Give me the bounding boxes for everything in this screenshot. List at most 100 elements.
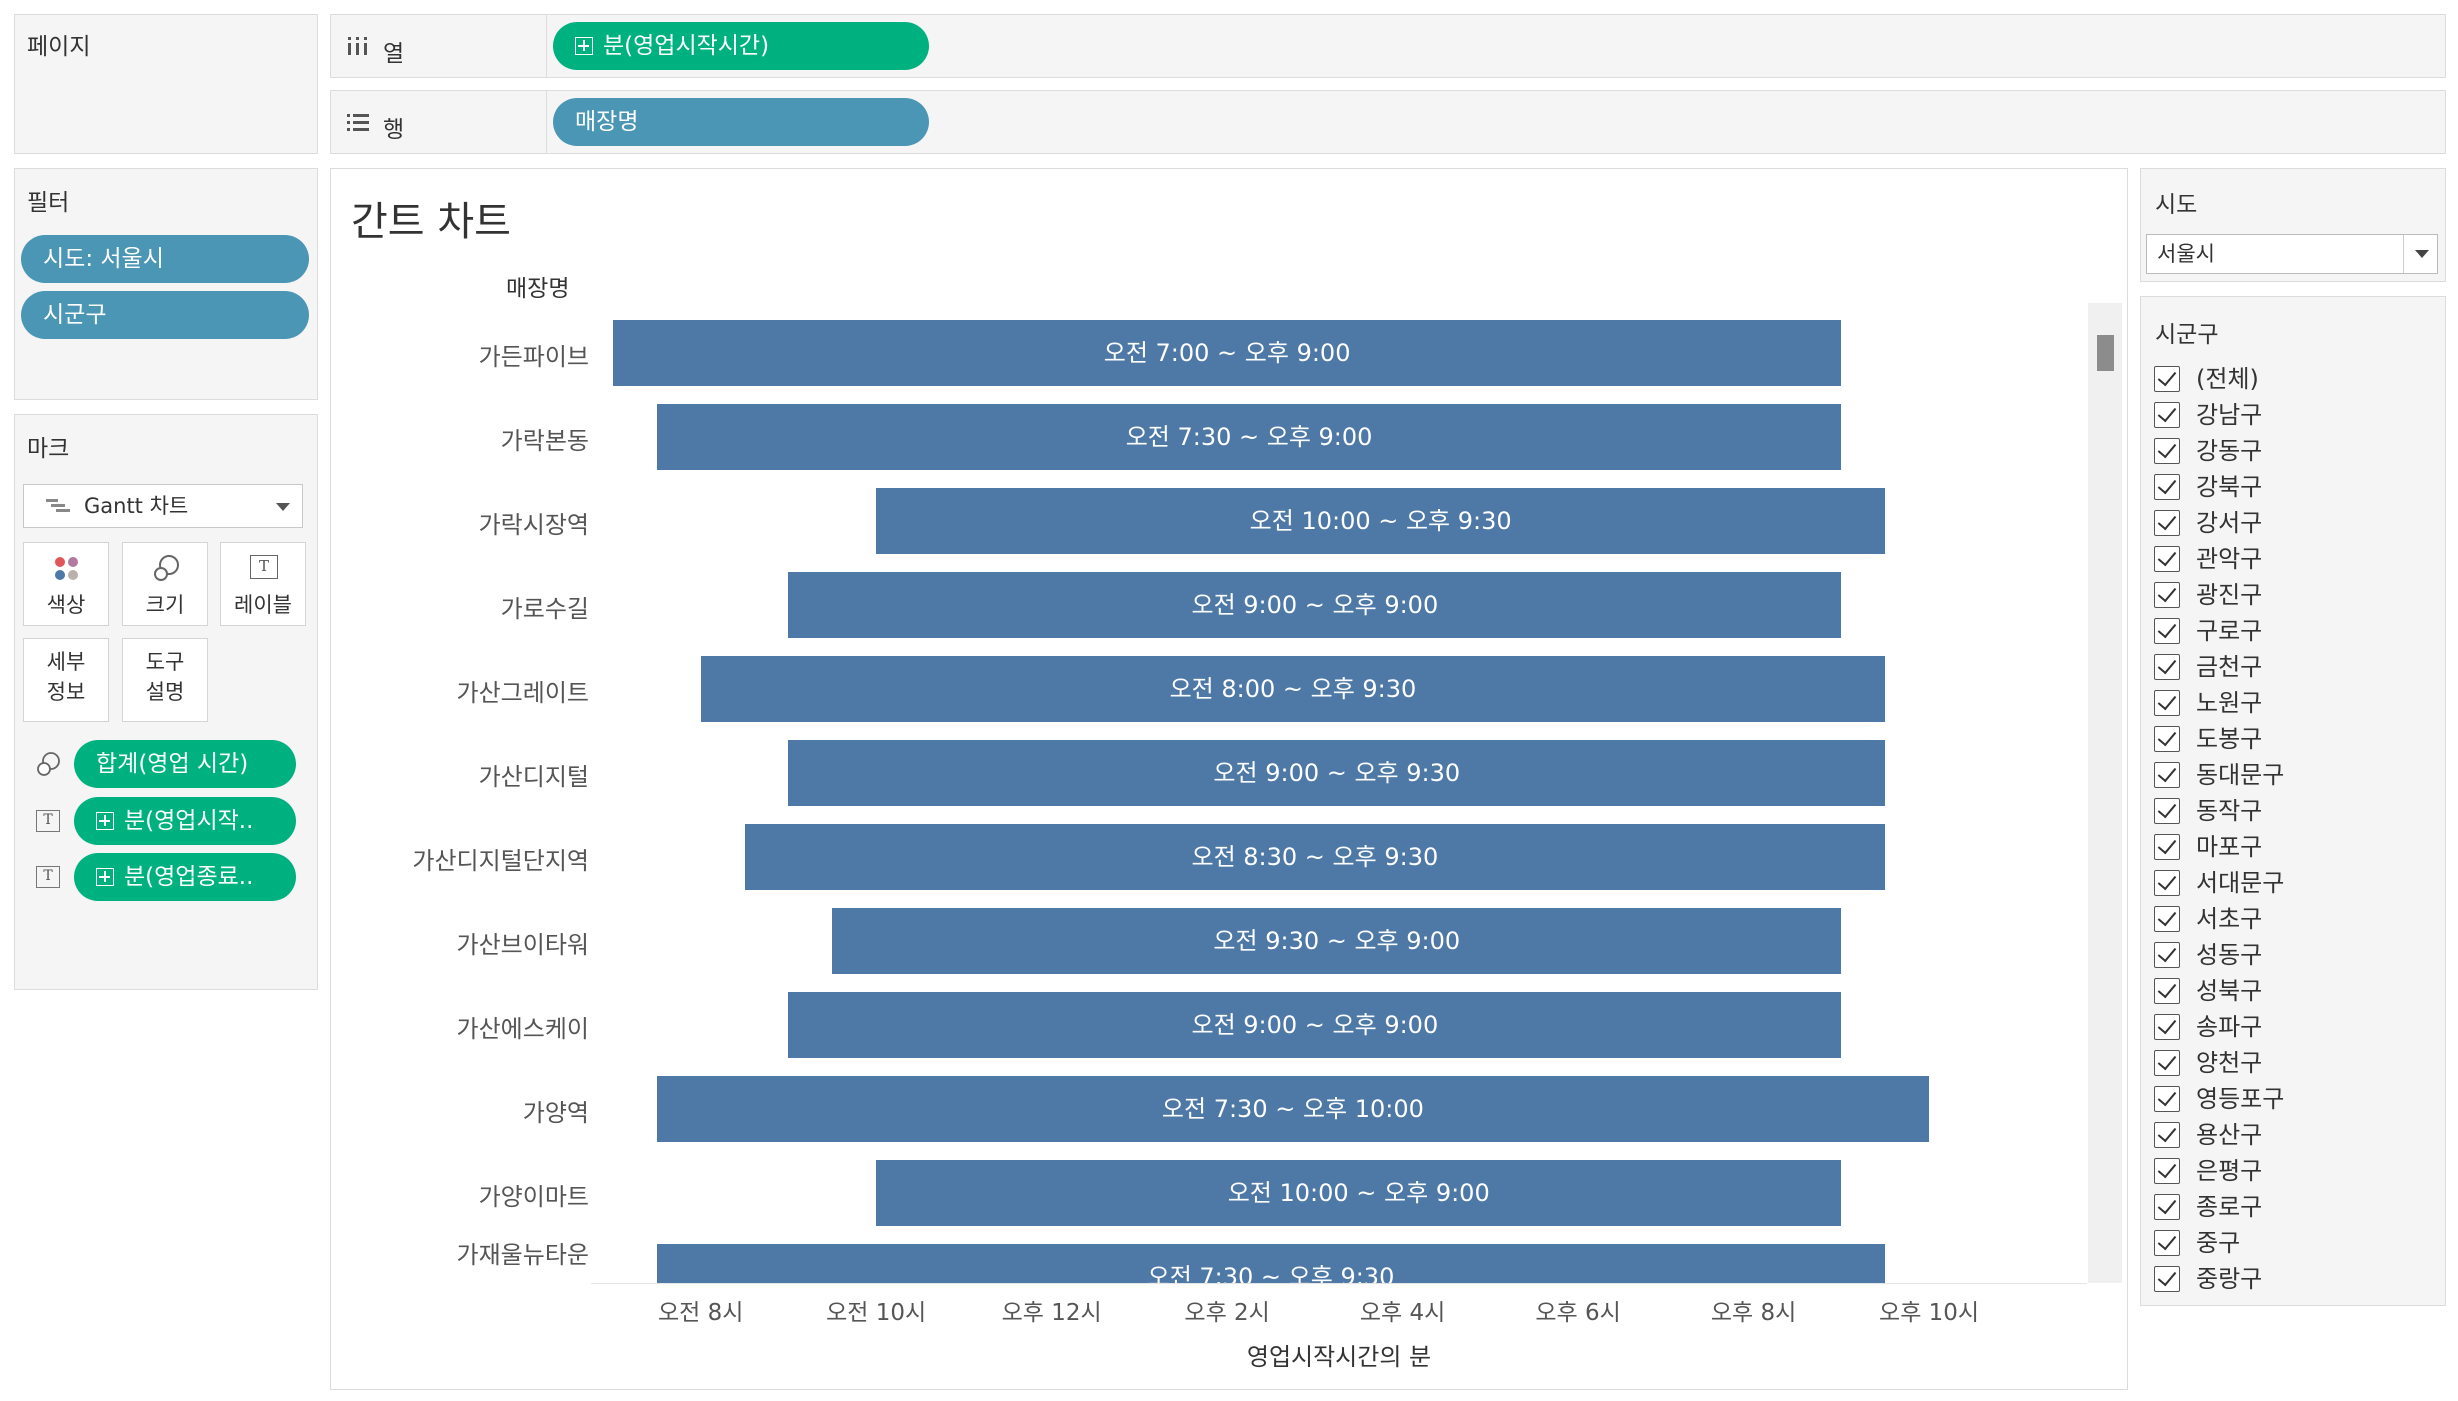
- checkbox-checked-icon[interactable]: [2154, 618, 2180, 644]
- marks-field-start-time[interactable]: 분(영업시작..: [74, 797, 296, 845]
- checkbox-label: 서대문구: [2196, 869, 2285, 897]
- sigungu-checkbox-item[interactable]: 강북구: [2154, 470, 2262, 504]
- vertical-scrollbar[interactable]: [2088, 303, 2122, 1283]
- label-button-label: 레이블: [234, 593, 292, 617]
- columns-pill[interactable]: 분(영업시작시간): [553, 22, 929, 70]
- sigungu-checkbox-item[interactable]: 은평구: [2154, 1154, 2262, 1188]
- sigungu-checkbox-item[interactable]: 강남구: [2154, 398, 2262, 432]
- checkbox-checked-icon[interactable]: [2154, 366, 2180, 392]
- checkbox-checked-icon[interactable]: [2154, 870, 2180, 896]
- sigungu-checkbox-item[interactable]: 마포구: [2154, 830, 2262, 864]
- gantt-bar[interactable]: 오전 9:00 ~ 오후 9:30: [788, 740, 1886, 806]
- gantt-bar[interactable]: 오전 9:00 ~ 오후 9:00: [788, 992, 1842, 1058]
- gantt-bar[interactable]: 오전 8:00 ~ 오후 9:30: [700, 656, 1886, 722]
- checkbox-checked-icon[interactable]: [2154, 1086, 2180, 1112]
- checkbox-checked-icon[interactable]: [2154, 762, 2180, 788]
- gantt-bar[interactable]: 오전 7:00 ~ 오후 9:00: [612, 320, 1842, 386]
- sigungu-checkbox-item[interactable]: 중랑구: [2154, 1262, 2262, 1296]
- sido-select[interactable]: 서울시: [2146, 234, 2438, 274]
- sigungu-checkbox-item[interactable]: 금천구: [2154, 650, 2262, 684]
- size-button[interactable]: 크기: [122, 542, 208, 626]
- sigungu-checkbox-item[interactable]: 성북구: [2154, 974, 2262, 1008]
- checkbox-checked-icon[interactable]: [2154, 978, 2180, 1004]
- detail-button[interactable]: 세부 정보: [23, 638, 109, 722]
- sigungu-checkbox-item[interactable]: 송파구: [2154, 1010, 2262, 1044]
- sigungu-checkbox-item[interactable]: 구로구: [2154, 614, 2262, 648]
- sigungu-checkbox-item[interactable]: 광진구: [2154, 578, 2262, 612]
- rows-shelf[interactable]: 행 매장명: [330, 90, 2446, 154]
- color-button[interactable]: 색상: [23, 542, 109, 626]
- sigungu-checkbox-item[interactable]: 용산구: [2154, 1118, 2262, 1152]
- checkbox-checked-icon[interactable]: [2154, 1014, 2180, 1040]
- filter-pill-sido[interactable]: 시도: 서울시: [21, 235, 309, 283]
- gantt-bar[interactable]: 오전 7:30 ~ 오후 9:00: [656, 404, 1842, 470]
- expand-icon: [575, 37, 593, 55]
- tooltip-line-1: 도구: [145, 650, 185, 674]
- gantt-bar[interactable]: 오전 10:00 ~ 오후 9:30: [876, 488, 1886, 554]
- checkbox-label: 동작구: [2196, 797, 2263, 825]
- checkbox-checked-icon[interactable]: [2154, 1158, 2180, 1184]
- sigungu-checkbox-item[interactable]: 강서구: [2154, 506, 2262, 540]
- gantt-bar[interactable]: 오전 10:00 ~ 오후 9:00: [876, 1160, 1842, 1226]
- checkbox-checked-icon[interactable]: [2154, 438, 2180, 464]
- sigungu-checkbox-item[interactable]: 서대문구: [2154, 866, 2284, 900]
- gantt-bar[interactable]: 오전 8:30 ~ 오후 9:30: [744, 824, 1886, 890]
- checkbox-label: 강서구: [2196, 509, 2263, 537]
- sigungu-checkbox-item[interactable]: 동작구: [2154, 794, 2262, 828]
- sigungu-checkbox-item[interactable]: 동대문구: [2154, 758, 2284, 792]
- checkbox-checked-icon[interactable]: [2154, 1230, 2180, 1256]
- marks-field-end-time[interactable]: 분(영업종료..: [74, 853, 296, 901]
- sigungu-checkbox-item[interactable]: 관악구: [2154, 542, 2262, 576]
- checkbox-checked-icon[interactable]: [2154, 402, 2180, 428]
- checkbox-checked-icon[interactable]: [2154, 798, 2180, 824]
- sigungu-checkbox-item[interactable]: 영등포구: [2154, 1082, 2284, 1116]
- sigungu-checkbox-item[interactable]: 종로구: [2154, 1190, 2262, 1224]
- rows-pill[interactable]: 매장명: [553, 98, 929, 146]
- checkbox-checked-icon[interactable]: [2154, 906, 2180, 932]
- gantt-icon: [46, 499, 70, 513]
- mark-type-dropdown[interactable]: Gantt 차트: [23, 484, 303, 528]
- marks-field-sum-hours[interactable]: 합계(영업 시간): [74, 740, 296, 788]
- checkbox-checked-icon[interactable]: [2154, 690, 2180, 716]
- checkbox-checked-icon[interactable]: [2154, 582, 2180, 608]
- text-label-icon: T: [36, 866, 60, 888]
- sigungu-checkbox-item[interactable]: 도봉구: [2154, 722, 2262, 756]
- sigungu-checkbox-item[interactable]: 서초구: [2154, 902, 2262, 936]
- checkbox-checked-icon[interactable]: [2154, 726, 2180, 752]
- checkbox-checked-icon[interactable]: [2154, 474, 2180, 500]
- gantt-bar[interactable]: 오전 9:00 ~ 오후 9:00: [788, 572, 1842, 638]
- checkbox-checked-icon[interactable]: [2154, 1050, 2180, 1076]
- checkbox-checked-icon[interactable]: [2154, 1266, 2180, 1292]
- plot-area[interactable]: 오전 7:00 ~ 오후 9:00 오전 7:30 ~ 오후 9:00 오전 10:…: [591, 303, 2087, 1283]
- tooltip-button[interactable]: 도구 설명: [122, 638, 208, 722]
- checkbox-label: 송파구: [2196, 1013, 2263, 1041]
- checkbox-checked-icon[interactable]: [2154, 942, 2180, 968]
- sigungu-checkbox-item[interactable]: 양천구: [2154, 1046, 2262, 1080]
- checkbox-checked-icon[interactable]: [2154, 834, 2180, 860]
- checkbox-checked-icon[interactable]: [2154, 546, 2180, 572]
- sigungu-checkbox-item[interactable]: 노원구: [2154, 686, 2262, 720]
- checkbox-checked-icon[interactable]: [2154, 510, 2180, 536]
- sigungu-checkbox-item[interactable]: 강동구: [2154, 434, 2262, 468]
- sigungu-checkbox-item[interactable]: (전체): [2154, 362, 2259, 396]
- chevron-down-icon[interactable]: [2403, 235, 2437, 273]
- checkbox-checked-icon[interactable]: [2154, 1122, 2180, 1148]
- checkbox-checked-icon[interactable]: [2154, 1194, 2180, 1220]
- sigungu-checkbox-item[interactable]: 성동구: [2154, 938, 2262, 972]
- pages-panel: 페이지: [14, 14, 318, 154]
- checkbox-label: 광진구: [2196, 581, 2263, 609]
- columns-shelf[interactable]: 열 분(영업시작시간): [330, 14, 2446, 78]
- label-button[interactable]: T 레이블: [220, 542, 306, 626]
- gantt-bar[interactable]: 오전 7:30 ~ 오후 10:00: [656, 1076, 1930, 1142]
- expand-icon: [96, 868, 114, 886]
- gantt-bar[interactable]: 오전 9:30 ~ 오후 9:00: [832, 908, 1842, 974]
- chart-title: 간트 차트: [351, 199, 511, 245]
- checkbox-label: 마포구: [2196, 833, 2263, 861]
- scrollbar-thumb[interactable]: [2097, 335, 2114, 371]
- row-label: 가산디지털단지역: [412, 847, 589, 875]
- checkbox-label: 동대문구: [2196, 761, 2285, 789]
- gantt-bar[interactable]: 오전 7:30 ~ 오후 9:30: [656, 1244, 1886, 1283]
- checkbox-checked-icon[interactable]: [2154, 654, 2180, 680]
- sigungu-checkbox-item[interactable]: 중구: [2154, 1226, 2240, 1260]
- filter-pill-sigungu[interactable]: 시군구: [21, 291, 309, 339]
